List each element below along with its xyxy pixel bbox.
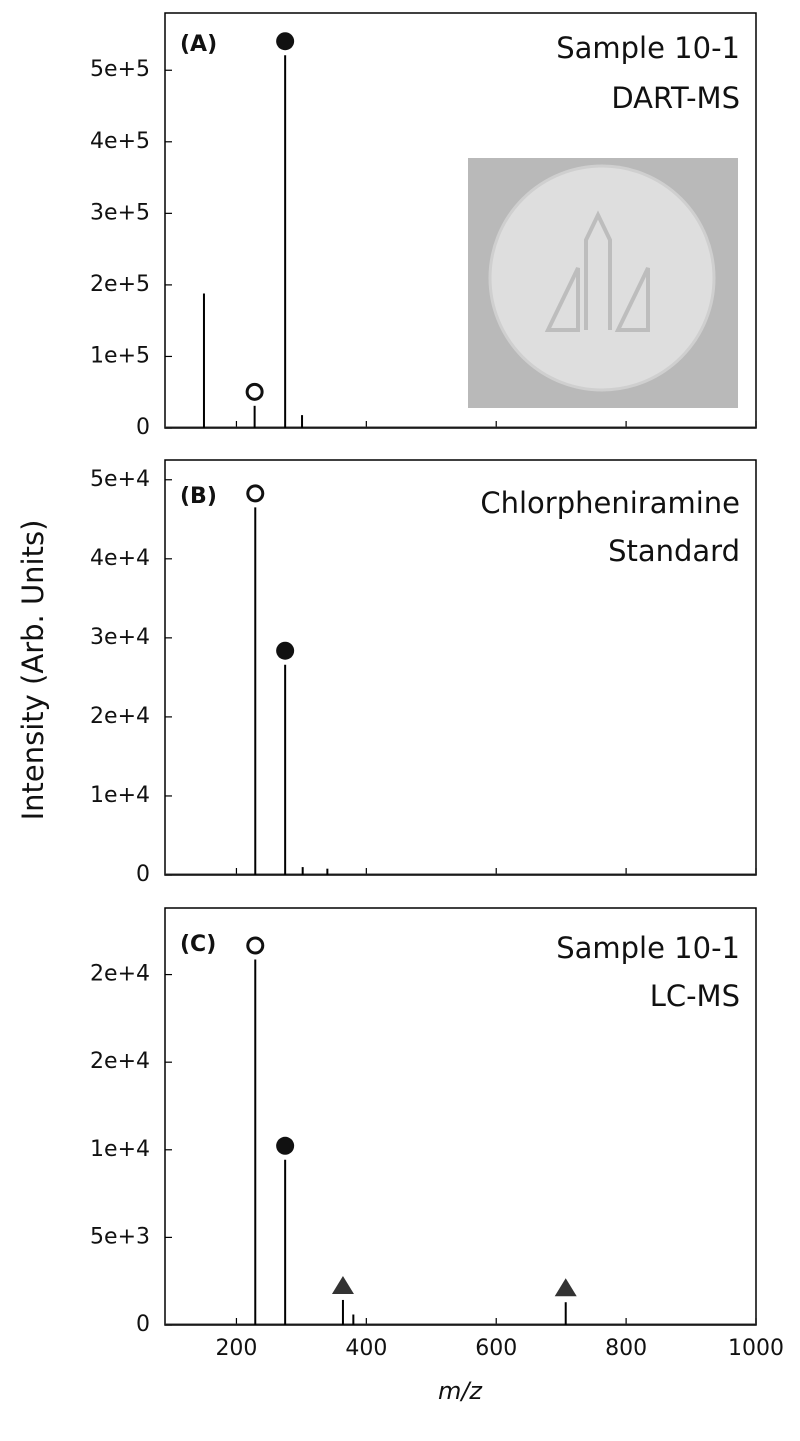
y-tick-label: 5e+5 (90, 57, 150, 82)
y-tick-label: 1e+4 (90, 1137, 150, 1162)
x-axis-label: m/z (438, 1377, 483, 1405)
plot-frame (164, 907, 757, 1326)
panel-title: Chlorpheniramine (480, 486, 740, 520)
y-tick-label: 2e+5 (90, 272, 150, 297)
marker-filled-circle (276, 32, 295, 51)
marker-filled-circle (276, 1136, 295, 1155)
panel-title: Sample 10-1 (556, 931, 740, 965)
y-tick-label: 1e+5 (90, 343, 150, 368)
plot-frame (164, 459, 757, 876)
plot-frame (164, 12, 757, 429)
x-tick-label: 200 (215, 1336, 257, 1361)
panel-label: (A) (180, 32, 217, 57)
y-tick-label: 1e+4 (90, 783, 150, 808)
panel-label: (B) (180, 484, 217, 509)
tablet (488, 164, 716, 392)
tablet-photo (468, 158, 738, 408)
panel-title: Standard (608, 534, 740, 568)
marker-open-circle (246, 936, 265, 955)
y-tick-label: 0 (136, 862, 150, 887)
y-tick-label: 3e+5 (90, 200, 150, 225)
y-tick-label: 3e+4 (90, 625, 150, 650)
y-tick-label: 2e+4 (90, 1049, 150, 1074)
y-tick-label: 2e+4 (90, 962, 150, 987)
x-tick-label: 1000 (728, 1336, 784, 1361)
panel-label: (C) (180, 932, 216, 957)
y-tick-label: 4e+5 (90, 129, 150, 154)
y-tick-label: 0 (136, 1312, 150, 1337)
panel-title: DART-MS (611, 81, 740, 115)
marker-filled-circle (276, 641, 295, 660)
y-tick-label: 5e+4 (90, 467, 150, 492)
x-tick-label: 800 (605, 1336, 647, 1361)
panel-title: Sample 10-1 (556, 31, 740, 65)
marker-open-circle (246, 484, 265, 503)
panel-title: LC-MS (650, 979, 740, 1013)
y-axis-label: Intensity (Arb. Units) (16, 520, 50, 821)
x-tick-label: 400 (345, 1336, 387, 1361)
marker-open-circle (245, 382, 264, 401)
x-tick-label: 600 (475, 1336, 517, 1361)
marker-triangle (554, 1278, 577, 1297)
marker-triangle (331, 1275, 354, 1294)
tablet-imprint (544, 210, 650, 332)
y-tick-label: 5e+3 (90, 1224, 150, 1249)
y-tick-label: 2e+4 (90, 704, 150, 729)
y-tick-label: 0 (136, 415, 150, 440)
y-tick-label: 4e+4 (90, 546, 150, 571)
